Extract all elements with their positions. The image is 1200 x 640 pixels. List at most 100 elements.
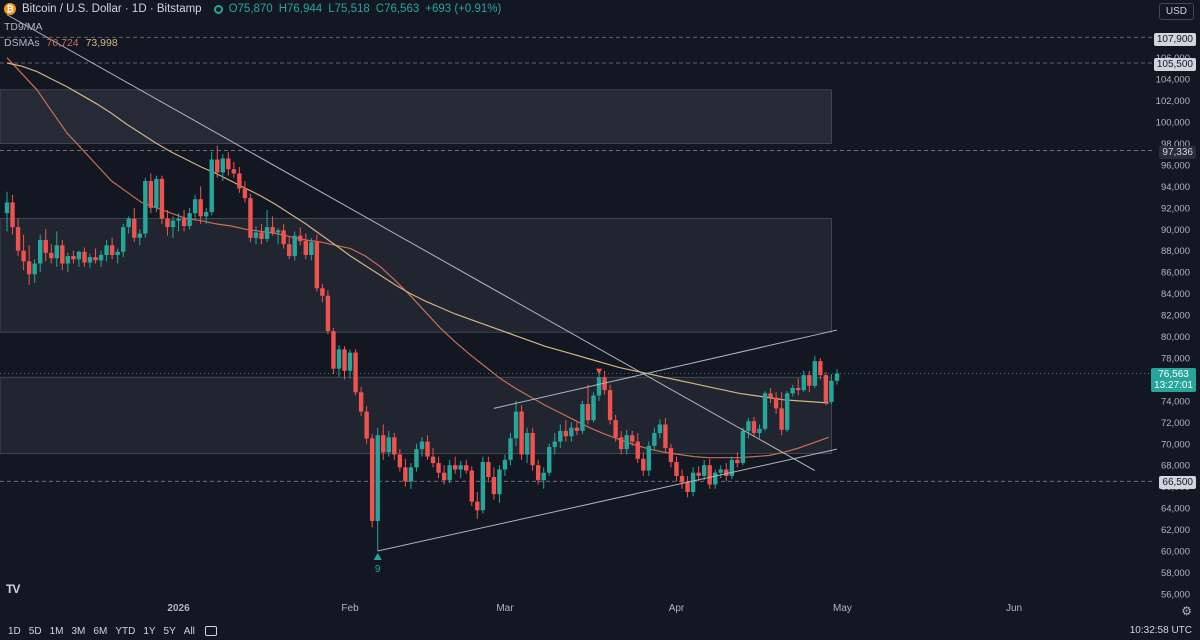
indicator-td9ma[interactable]: TD9/MA	[4, 21, 43, 33]
y-tick-label: 94,000	[1161, 182, 1190, 193]
candle-body	[657, 424, 663, 434]
candle-body	[685, 482, 690, 493]
timeframe-5y[interactable]: 5Y	[163, 625, 176, 637]
indicator-dsmas-label: DSMAs	[4, 37, 40, 49]
currency-select[interactable]: USD	[1158, 3, 1194, 20]
sell-signal-icon	[596, 368, 603, 375]
candle-body	[707, 465, 712, 485]
timeframe-1d[interactable]: 1D	[8, 625, 21, 637]
candle-body	[292, 235, 297, 257]
change-value: +693 (+0.91%)	[425, 3, 502, 15]
candle-body	[60, 245, 65, 264]
candle-body	[530, 433, 535, 466]
candle-body	[773, 397, 779, 409]
candle-body	[170, 220, 176, 228]
candle-body	[181, 218, 187, 227]
candle-body	[762, 393, 768, 429]
candle-body	[491, 476, 497, 495]
candle-body	[126, 218, 131, 228]
candle-body	[563, 430, 569, 437]
bitcoin-icon: ₿	[4, 3, 16, 15]
candle-body	[447, 465, 452, 481]
candle-body	[281, 230, 286, 245]
calendar-icon[interactable]	[204, 626, 217, 636]
candle-body	[796, 387, 801, 391]
candle-body	[674, 461, 679, 476]
candle-body	[203, 212, 209, 217]
indicator-dsmas[interactable]: DSMAs 70,724 73,998	[4, 37, 118, 49]
settings-icon[interactable]: ⚙	[1181, 604, 1192, 618]
candle-body	[508, 438, 513, 460]
candle-body	[580, 404, 585, 431]
close-value: C76,563	[375, 3, 420, 15]
candle-body	[602, 377, 607, 391]
candle-body	[646, 445, 652, 471]
timeframe-1y[interactable]: 1Y	[143, 625, 156, 637]
y-tick-label: 74,000	[1161, 396, 1190, 407]
td9-count-label: 9	[375, 564, 381, 575]
candle-body	[441, 472, 447, 481]
timeframe-5d[interactable]: 5D	[28, 625, 42, 637]
x-tick-label: Apr	[669, 603, 685, 614]
supply-demand-zone	[0, 89, 832, 144]
candle-body	[192, 199, 198, 214]
candle-body	[154, 178, 159, 208]
x-axis-layer: 2026 Feb Mar Apr May Jun	[167, 603, 1022, 614]
x-tick-label: 2026	[167, 603, 190, 614]
y-tick-label: 72,000	[1161, 418, 1190, 429]
candle-body	[369, 438, 375, 521]
candle-body	[641, 458, 646, 471]
timeframe-6m[interactable]: 6M	[93, 625, 108, 637]
candle-body	[480, 461, 486, 511]
candle-body	[286, 244, 292, 257]
timeframe-1m[interactable]: 1M	[49, 625, 64, 637]
candle-body	[364, 411, 369, 439]
candle-body	[757, 428, 762, 434]
y-tick-label: 68,000	[1161, 461, 1190, 472]
candle-body	[71, 256, 76, 260]
candle-body	[701, 465, 707, 476]
candle-body	[248, 198, 253, 238]
candle-body	[342, 349, 347, 371]
y-tick-label: 86,000	[1161, 268, 1190, 279]
candle-body	[779, 408, 784, 430]
candle-body	[408, 467, 414, 482]
candle-body	[513, 411, 519, 439]
candle-body	[436, 463, 441, 473]
candle-body	[209, 159, 214, 213]
candle-body	[585, 404, 591, 421]
tradingview-logo[interactable]: TV	[6, 582, 20, 596]
candle-body	[419, 441, 425, 450]
timeframe-all[interactable]: All	[183, 625, 195, 637]
candle-body	[358, 392, 364, 412]
bottom-toolbar: 1D 5D 1M 3M 6M YTD 1Y 5Y All 10:32:58 UT…	[0, 622, 1200, 640]
candle-body	[790, 387, 795, 394]
candle-body	[275, 230, 281, 233]
high-value: H76,944	[278, 3, 323, 15]
clock-time[interactable]: 10:32:58 UTC	[1129, 625, 1192, 636]
candle-body	[751, 421, 757, 434]
timeframe-ytd[interactable]: YTD	[115, 625, 136, 637]
symbol-title[interactable]: Bitcoin / U.S. Dollar · 1D · Bitstamp	[22, 3, 202, 15]
y-tick-label: 56,000	[1161, 589, 1190, 600]
candle-body	[464, 465, 469, 471]
candle-body	[137, 233, 142, 238]
candle-body	[519, 411, 524, 455]
trendline	[377, 448, 838, 552]
zones-layer	[0, 89, 832, 454]
y-tick-label: 102,000	[1156, 96, 1190, 107]
candle-body	[635, 441, 640, 459]
candle-body	[237, 173, 242, 189]
timeframe-3m[interactable]: 3M	[71, 625, 86, 637]
y-tick-label: 82,000	[1161, 311, 1190, 322]
candle-body	[724, 469, 729, 476]
candle-body	[21, 250, 26, 262]
candle-body	[624, 435, 629, 450]
last-price-value: 76,563	[1158, 369, 1189, 380]
candle-body	[690, 472, 696, 493]
candle-body	[535, 465, 541, 481]
candle-body	[735, 459, 740, 464]
candle-body	[414, 449, 419, 468]
candle-body	[497, 469, 502, 495]
